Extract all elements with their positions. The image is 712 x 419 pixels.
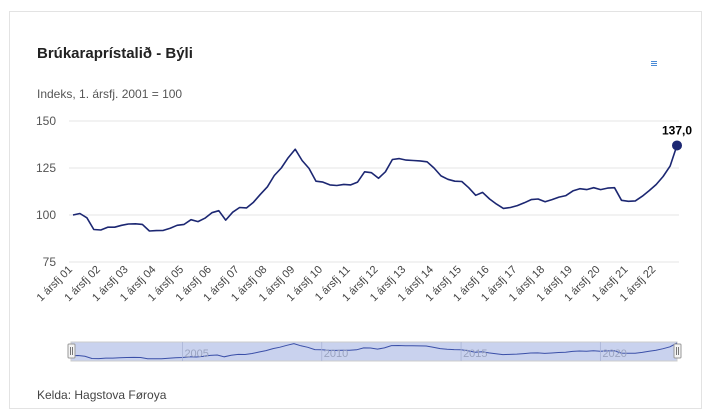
navigator-right-handle[interactable]: [673, 343, 682, 359]
chart-subtitle: Indeks, 1. ársfj. 2001 = 100: [37, 87, 183, 101]
y-tick-label: 75: [43, 255, 57, 269]
y-tick-label: 125: [36, 161, 56, 175]
navigator-year-label: 2005: [184, 348, 208, 360]
navigator-left-handle[interactable]: [67, 343, 76, 359]
y-tick-label: 100: [36, 208, 56, 222]
source-credit: Kelda: Hagstova Føroya: [37, 388, 167, 402]
series-line: [72, 145, 678, 232]
navigator-year-label: 2015: [463, 348, 487, 360]
last-point-label: 137,0: [662, 123, 692, 137]
navigator-year-label: 2020: [602, 348, 626, 360]
chart-title: Brúkaraprístalið - Býli: [37, 45, 193, 62]
last-point-marker: [672, 140, 682, 151]
hamburger-menu-icon[interactable]: [651, 61, 657, 67]
navigator-series: [70, 342, 678, 360]
navigator-year-label: 2010: [324, 348, 348, 360]
y-tick-label: 150: [36, 114, 56, 128]
